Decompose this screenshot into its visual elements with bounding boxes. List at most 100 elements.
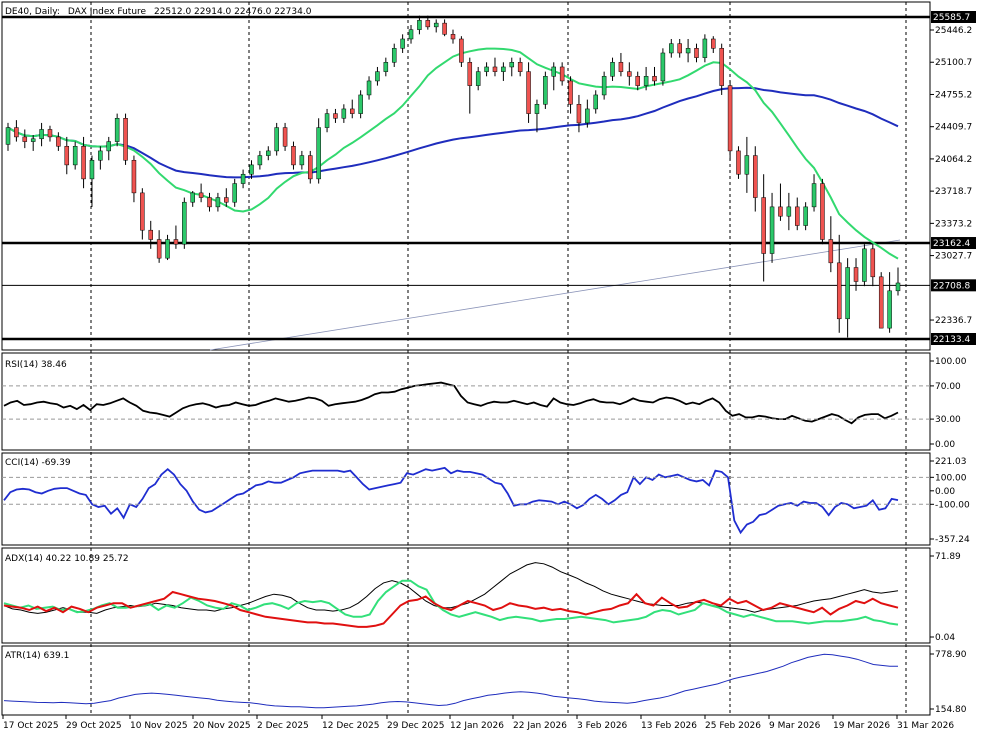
price-tick-label: 22336.7 [935, 316, 972, 326]
candle-body [56, 136, 61, 147]
candle-body [5, 127, 11, 145]
candle-body [652, 76, 657, 82]
candle-body [711, 38, 716, 49]
trend-line [209, 239, 901, 351]
candle-body [182, 201, 187, 245]
candle-body [408, 29, 414, 40]
candle-body [543, 76, 548, 105]
candle-body [173, 239, 179, 245]
candle-body [165, 239, 170, 259]
candle-body [114, 118, 120, 142]
candle-body [467, 62, 473, 86]
candle-body [475, 71, 481, 86]
price-tick-label: 25100.7 [935, 58, 972, 68]
x-axis-tick-label: 25 Feb 2026 [705, 721, 761, 731]
candle-body [224, 197, 229, 203]
candle-body [694, 48, 699, 58]
candle-body [836, 262, 842, 320]
level-price-label: 22708.8 [933, 281, 970, 291]
candle-body [610, 62, 615, 77]
adx-pane-frame [1, 547, 931, 644]
candle-body [853, 267, 859, 282]
candle-body [450, 34, 456, 40]
candle-body [433, 22, 439, 28]
candle-body [324, 113, 330, 128]
candle-body [534, 104, 540, 114]
candle-body [131, 159, 137, 194]
chart-ohlc: 22512.0 22914.0 22476.0 22734.0 [154, 7, 312, 17]
candle-body [98, 150, 103, 161]
candle-body [198, 192, 204, 198]
level-price-box [931, 11, 976, 23]
candle-body [702, 38, 708, 58]
slow-ma-line [7, 86, 899, 179]
candle-body [627, 71, 632, 77]
level-price-box [931, 237, 976, 250]
candle-body [349, 108, 355, 114]
candle-body [72, 145, 78, 166]
candle-body [366, 80, 372, 96]
candle-body [106, 141, 112, 152]
candle-body [232, 183, 237, 203]
candle-body [442, 22, 447, 35]
candle-body [585, 108, 590, 124]
x-axis-tick-label: 13 Feb 2026 [641, 721, 697, 731]
price-tick-label: 24064.2 [935, 155, 972, 165]
rsi-title: RSI(14) 38.46 [5, 360, 67, 370]
price-tick-label: 25446.2 [935, 26, 972, 36]
candle-body [845, 267, 850, 320]
candle-body [517, 62, 523, 72]
candle-body [635, 76, 640, 86]
atr-tick-label: 154.80 [935, 705, 967, 715]
rsi-pane-frame [1, 352, 931, 451]
x-axis-tick-label: 20 Nov 2025 [193, 721, 251, 731]
x-axis-tick-label: 9 Mar 2026 [769, 721, 821, 731]
cci-tick-label: -100.00 [935, 500, 970, 510]
cci-tick-label: 221.03 [935, 457, 967, 467]
candle-body [383, 62, 389, 72]
candle-body [753, 155, 758, 198]
candle-body [240, 173, 246, 184]
candle-body [39, 129, 44, 140]
candle-body [123, 118, 128, 161]
candle-body [895, 282, 901, 292]
candle-body [878, 276, 884, 329]
candle-body [501, 66, 506, 72]
candle-body [736, 150, 741, 175]
candle-body [484, 66, 489, 72]
cci-pane-frame [1, 452, 931, 546]
adx-series-line [3, 579, 899, 626]
x-axis-tick-label: 12 Jan 2026 [450, 721, 504, 731]
candle-body [30, 138, 36, 142]
price-tick-label: 24409.7 [935, 123, 972, 133]
candle-body [593, 94, 598, 110]
x-axis-tick-label: 22 Jan 2026 [513, 721, 567, 731]
candle-body [660, 52, 666, 82]
rsi-tick-label: 30.00 [935, 415, 961, 425]
candle-body [492, 66, 498, 72]
candle-body [341, 108, 347, 119]
adx-series-line [3, 562, 899, 614]
price-tick-label: 23027.7 [935, 252, 972, 262]
fast-ma-line [7, 47, 899, 260]
candle-body [249, 164, 254, 175]
chart-header: DE40, Daily: DAX Index Future 22512.0 22… [5, 7, 312, 17]
atr-title: ATR(14) 639.1 [5, 651, 69, 661]
candle-body [22, 136, 28, 142]
candle-body [274, 127, 279, 152]
candle-body [811, 183, 817, 208]
candle-body [551, 66, 557, 77]
adx-tick-label: 0.04 [935, 633, 955, 643]
candle-body [803, 206, 808, 226]
candle-body [459, 38, 464, 63]
candle-body [375, 71, 380, 82]
candle-body [568, 80, 573, 105]
candle-body [148, 229, 153, 240]
candle-body [669, 43, 674, 54]
candle-body [190, 192, 195, 203]
candle-body [400, 38, 405, 49]
candle-body [333, 113, 338, 119]
candle-body [559, 66, 565, 82]
x-axis-tick-label: 17 Oct 2025 [3, 721, 59, 731]
